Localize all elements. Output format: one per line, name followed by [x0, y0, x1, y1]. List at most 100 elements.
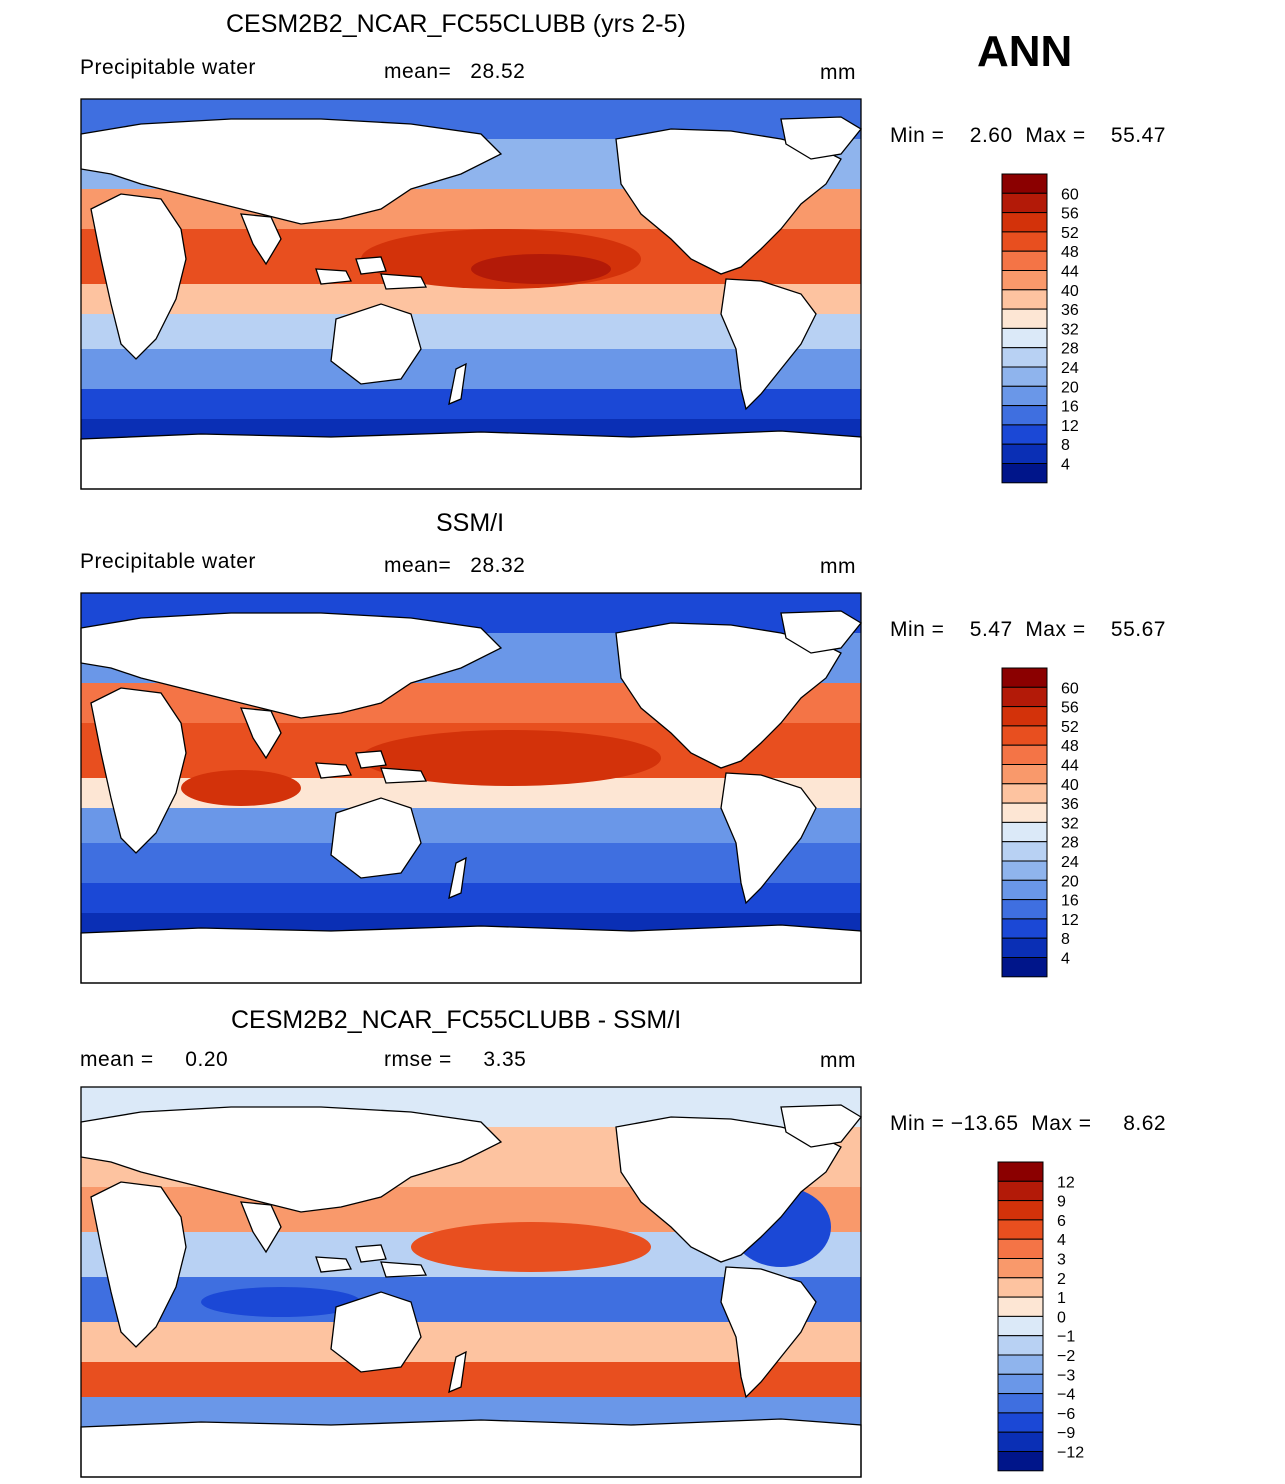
colorbar-swatch [1001, 686, 1048, 708]
colorbar-tick-label: 12 [1061, 418, 1079, 435]
panel1-title: CESM2B2_NCAR_FC55CLUBB (yrs 2-5) [226, 10, 686, 38]
panel2-map [80, 592, 862, 984]
colorbar-swatch [997, 1431, 1044, 1452]
colorbar-swatch [1001, 270, 1048, 291]
colorbar-swatch [1001, 443, 1048, 465]
colorbar-tick-label: 52 [1061, 225, 1079, 242]
colorbar-tick-label: 8 [1061, 437, 1070, 454]
panel3-rmse-label: rmse = 3.35 [384, 1048, 527, 1071]
colorbar-tick-label: 36 [1061, 302, 1079, 319]
colorbar-tick-label: 3 [1057, 1252, 1066, 1269]
colorbar-tick-label: 48 [1061, 244, 1079, 261]
colorbar-swatch [1001, 937, 1048, 959]
colorbar-swatch [1001, 250, 1048, 271]
colorbar-swatch [997, 1296, 1044, 1317]
panel2-variable-label: Precipitable water [80, 550, 256, 573]
colorbar-swatch [1001, 289, 1048, 310]
colorbar-tick-label: 12 [1061, 912, 1079, 929]
panel1-map [80, 98, 862, 490]
colorbar-tick-label: 8 [1061, 931, 1070, 948]
colorbar-swatch [1001, 347, 1048, 368]
colorbar-swatch [997, 1412, 1044, 1433]
colorbar-swatch [997, 1373, 1044, 1395]
colorbar-swatch [997, 1161, 1044, 1182]
panel3-title: CESM2B2_NCAR_FC55CLUBB - SSM/I [231, 1006, 682, 1034]
colorbar-tick-label: −1 [1057, 1329, 1075, 1346]
colorbar-swatch [1001, 231, 1048, 252]
colorbar-swatch [997, 1258, 1044, 1279]
colorbar-swatch [1001, 327, 1048, 349]
colorbar-tick-label: 1 [1057, 1290, 1066, 1307]
panel2-colorbar: 60 56 52 48 44 40 36 32 28 24 20 16 12 8 4 [1001, 667, 1079, 978]
colorbar-tick-label: 12 [1057, 1174, 1075, 1191]
colorbar-tick-label: 32 [1061, 815, 1079, 832]
colorbar-swatch [997, 1451, 1044, 1472]
colorbar-tick-label: 40 [1061, 283, 1079, 300]
colorbar-tick-label: −12 [1057, 1445, 1084, 1462]
colorbar-swatch [1001, 385, 1048, 407]
colorbar-swatch [1001, 918, 1048, 939]
panel1-minmax: Min = 2.60 Max = 55.47 [890, 124, 1166, 147]
colorbar-swatch [997, 1393, 1044, 1414]
colorbar-tick-label: 44 [1061, 758, 1079, 775]
colorbar-tick-label: 60 [1061, 186, 1079, 203]
colorbar-tick-label: 40 [1061, 777, 1079, 794]
colorbar-swatch [1001, 802, 1048, 823]
panel1-mean-label: mean= 28.52 [384, 60, 526, 83]
colorbar-swatch [1001, 308, 1048, 329]
colorbar-swatch [997, 1315, 1044, 1337]
colorbar-tick-label: 2 [1057, 1271, 1066, 1288]
colorbar-tick-label: −4 [1057, 1387, 1075, 1404]
colorbar-swatch [997, 1219, 1044, 1240]
colorbar-swatch [1001, 424, 1048, 445]
panel1-units-label: mm [820, 61, 856, 84]
colorbar-tick-label: 24 [1061, 854, 1079, 871]
colorbar-swatch [1001, 899, 1048, 920]
colorbar-tick-label: 48 [1061, 738, 1079, 755]
colorbar-tick-label: −6 [1057, 1406, 1075, 1423]
colorbar-swatch [997, 1200, 1044, 1221]
colorbar-tick-label: 9 [1057, 1194, 1066, 1211]
panel1-colorbar: 60 56 52 48 44 40 36 32 28 24 20 16 12 8 4 [1001, 173, 1079, 484]
colorbar-tick-label: 20 [1061, 379, 1079, 396]
colorbar-swatch [1001, 821, 1048, 843]
panel3-map [80, 1086, 862, 1478]
panel3-minmax: Min = −13.65 Max = 8.62 [890, 1112, 1167, 1135]
colorbar-swatch [1001, 706, 1048, 727]
colorbar-swatch [1001, 957, 1048, 978]
colorbar-swatch [1001, 192, 1048, 214]
colorbar-tick-label: 6 [1057, 1213, 1066, 1230]
colorbar-swatch [1001, 744, 1048, 766]
colorbar-tick-label: 16 [1061, 893, 1079, 910]
colorbar-tick-label: 16 [1061, 399, 1079, 416]
panel2-units-label: mm [820, 555, 856, 578]
colorbar-tick-label: 4 [1061, 951, 1070, 968]
colorbar-tick-label: 20 [1061, 873, 1079, 890]
colorbar-tick-label: 24 [1061, 360, 1079, 377]
colorbar-swatch [1001, 405, 1048, 426]
colorbar-swatch [1001, 667, 1048, 688]
season-label: ANN [977, 27, 1073, 76]
colorbar-swatch [997, 1335, 1044, 1356]
colorbar-tick-label: 56 [1061, 206, 1079, 223]
panel2-mean-label: mean= 28.32 [384, 554, 526, 577]
panel3-units-label: mm [820, 1049, 856, 1072]
colorbar-tick-label: 56 [1061, 700, 1079, 717]
colorbar-swatch [1001, 173, 1048, 194]
colorbar-swatch [997, 1354, 1044, 1375]
colorbar-swatch [1001, 212, 1048, 233]
colorbar-swatch [1001, 860, 1048, 881]
panel3-colorbar: 12 9 6 4 3 2 1 0 −1 −2 −3 −4 −6 −9 −12 [997, 1161, 1084, 1472]
colorbar-swatch [997, 1277, 1044, 1298]
panel1-variable-label: Precipitable water [80, 56, 256, 79]
colorbar-swatch [1001, 879, 1048, 901]
colorbar-tick-label: 52 [1061, 719, 1079, 736]
colorbar-tick-label: 44 [1061, 264, 1079, 281]
panel3-mean-label: mean = 0.20 [80, 1048, 229, 1071]
colorbar-swatch [1001, 463, 1048, 484]
colorbar-tick-label: 32 [1061, 321, 1079, 338]
colorbar-swatch [1001, 764, 1048, 785]
colorbar-swatch [997, 1180, 1044, 1202]
colorbar-tick-label: −2 [1057, 1348, 1075, 1365]
